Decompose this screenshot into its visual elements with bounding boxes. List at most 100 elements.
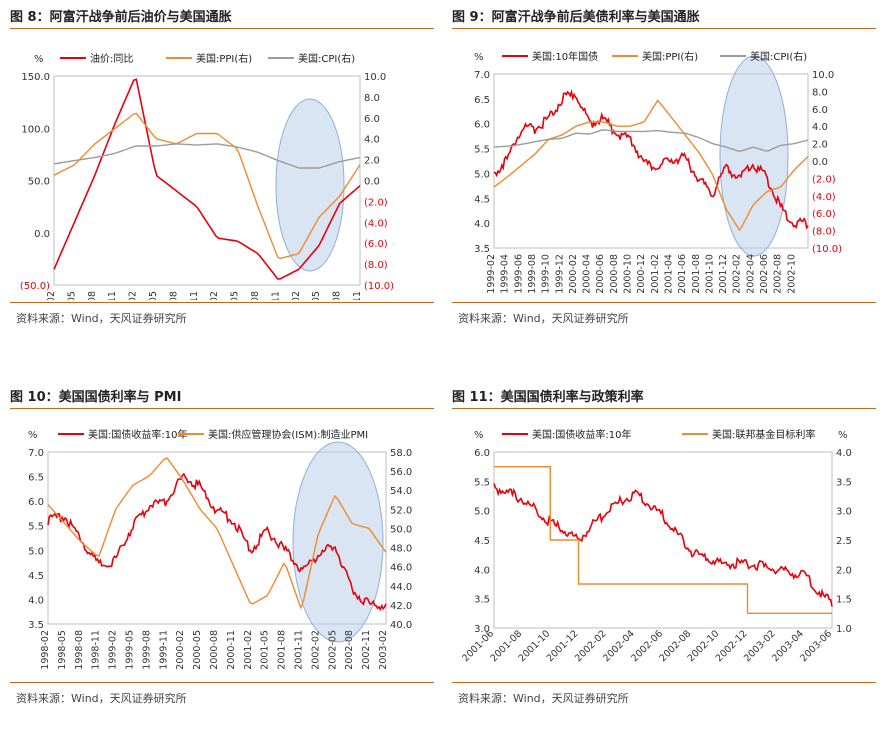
right-tick-label: (2.0)	[812, 174, 836, 185]
right-tick-label: 4.0	[364, 135, 380, 146]
highlight-ellipse	[719, 55, 789, 257]
x-tick-label: 1999-08	[141, 630, 152, 670]
legend-label: 美国:联邦基金目标利率	[712, 428, 815, 441]
right-tick-label: 52.0	[390, 505, 412, 516]
series-line	[493, 129, 809, 153]
right-tick-label: 2.5	[836, 536, 852, 547]
series-line	[47, 457, 387, 610]
x-tick-label: 2002-02	[310, 630, 321, 670]
plot-frame	[47, 451, 387, 625]
left-tick-label: 6.0	[474, 120, 490, 131]
x-tick-label: 1999-05	[125, 630, 136, 670]
right-tick-label: 4.0	[812, 122, 828, 133]
x-tick-label: 1999-02	[46, 291, 57, 300]
left-tick-label: 0.0	[34, 229, 50, 240]
right-tick-label: 10.0	[812, 70, 834, 81]
left-tick-label: 4.5	[28, 571, 44, 582]
left-tick-label: 50.0	[28, 177, 50, 188]
series-line	[53, 78, 361, 280]
right-tick-label: 2.0	[364, 156, 380, 167]
right-tick-label: 50.0	[390, 524, 412, 535]
x-tick-label: 1999-12	[554, 254, 565, 294]
x-tick-label: 2002-02	[732, 254, 743, 294]
series-line	[53, 112, 361, 260]
x-tick-label: 2000-06	[595, 254, 606, 294]
left-tick-label: 4.5	[474, 536, 490, 547]
left-tick-label: 3.5	[474, 595, 490, 606]
left-tick-label: 6.0	[474, 448, 490, 459]
right-tick-label: (4.0)	[812, 192, 836, 203]
x-tick-label: 1999-08	[87, 291, 98, 300]
right-tick-label: 4.0	[836, 448, 852, 459]
left-tick-label: 4.0	[474, 565, 490, 576]
x-tick-label: 2000-08	[209, 630, 220, 670]
right-tick-label: (6.0)	[364, 239, 388, 250]
right-tick-label: 10.0	[364, 72, 386, 83]
x-tick-label: 2003-02	[378, 630, 389, 670]
x-tick-label: 1999-06	[513, 254, 524, 294]
right-tick-label: 6.0	[812, 105, 828, 116]
series-line	[494, 466, 832, 614]
chart-panel-fig10: 图 10：美国国债利率与 PMI % 3.5 4.0 4.5 5.0 5.5 6.0 6.5 7…	[10, 380, 438, 730]
right-tick-label: 58.0	[390, 448, 412, 459]
x-tick-label: 2000-08	[168, 291, 179, 300]
x-tick-label: 1999-11	[158, 630, 169, 670]
x-tick-label: 2001-08	[277, 630, 288, 670]
legend-label: 油价:同比	[90, 52, 133, 65]
source-note: 资料来源：Wind，天风证券研究所	[458, 692, 629, 705]
left-unit-label: %	[474, 430, 484, 441]
left-unit-label: %	[34, 54, 44, 65]
legend-label: 美国:国债收益率:10年	[532, 428, 631, 441]
right-tick-label: 3.5	[836, 477, 852, 488]
right-tick-label: 8.0	[812, 87, 828, 98]
right-tick-label: (8.0)	[364, 260, 388, 271]
chart-svg: % 3.5 4.0 4.5 5.0 5.5 6.0 6.5 7.0 40.0 42.0 44.0 46.…	[28, 428, 412, 670]
divider-top	[10, 408, 434, 409]
left-tick-label: 5.0	[474, 507, 490, 518]
x-tick-label: 2000-05	[192, 630, 203, 670]
x-tick-label: 2001-04	[663, 254, 674, 294]
chart-title: 图 9：阿富汗战争前后美债利率与美国通胀	[452, 10, 700, 25]
chart-svg: % 3.5 4.0 4.5 5.0 5.5 6.0 6.5 7.0 (10.0) (8.0) (6.0…	[474, 50, 842, 294]
left-unit-label: %	[474, 52, 484, 63]
x-tick-label: 1999-05	[66, 291, 77, 300]
x-tick-label: 2002-05	[327, 630, 338, 670]
left-tick-label: 4.0	[474, 219, 490, 230]
right-tick-label: 44.0	[390, 582, 412, 593]
x-tick-label: 1998-02	[40, 630, 51, 670]
x-tick-label: 2001-11	[270, 291, 281, 300]
highlight-ellipse	[275, 98, 345, 272]
plot-frame	[493, 451, 833, 629]
right-tick-label: 6.0	[364, 114, 380, 125]
divider-bottom	[10, 682, 434, 683]
right-tick-label: (10.0)	[364, 281, 394, 292]
legend-label: 美国:10年国债	[532, 50, 598, 63]
right-tick-label: 0.0	[812, 157, 828, 168]
right-tick-label: 3.0	[836, 507, 852, 518]
divider-bottom	[452, 682, 876, 683]
right-tick-label: 2.0	[836, 565, 852, 576]
left-tick-label: 5.0	[28, 546, 44, 557]
series-line	[53, 143, 361, 169]
x-tick-label: 1999-02	[108, 630, 119, 670]
x-tick-label: 2002-04	[745, 254, 756, 294]
legend-label: 美国:供应管理协会(ISM):制造业PMI	[208, 428, 368, 441]
x-tick-label: 1998-08	[74, 630, 85, 670]
x-tick-label: 2000-10	[623, 254, 634, 294]
x-tick-label: 1999-11	[107, 291, 118, 300]
x-tick-label: 2000-02	[568, 254, 579, 294]
x-tick-label: 2000-11	[189, 291, 200, 300]
left-tick-label: 6.0	[28, 497, 44, 508]
x-tick-label: 1999-04	[500, 254, 511, 294]
left-tick-label: 6.5	[28, 473, 44, 484]
x-tick-label: 2002-11	[352, 291, 363, 300]
series-line	[493, 483, 833, 607]
right-tick-label: (10.0)	[812, 244, 842, 255]
x-tick-label: 2001-02	[209, 291, 220, 300]
x-tick-label: 2000-05	[148, 291, 159, 300]
x-tick-label: 2000-08	[609, 254, 620, 294]
x-tick-label: 2001-06	[677, 254, 688, 294]
x-tick-label: 1999-08	[527, 254, 538, 294]
legend-label: 美国:PPI(右)	[642, 50, 698, 63]
left-tick-label: 3.0	[474, 624, 490, 635]
